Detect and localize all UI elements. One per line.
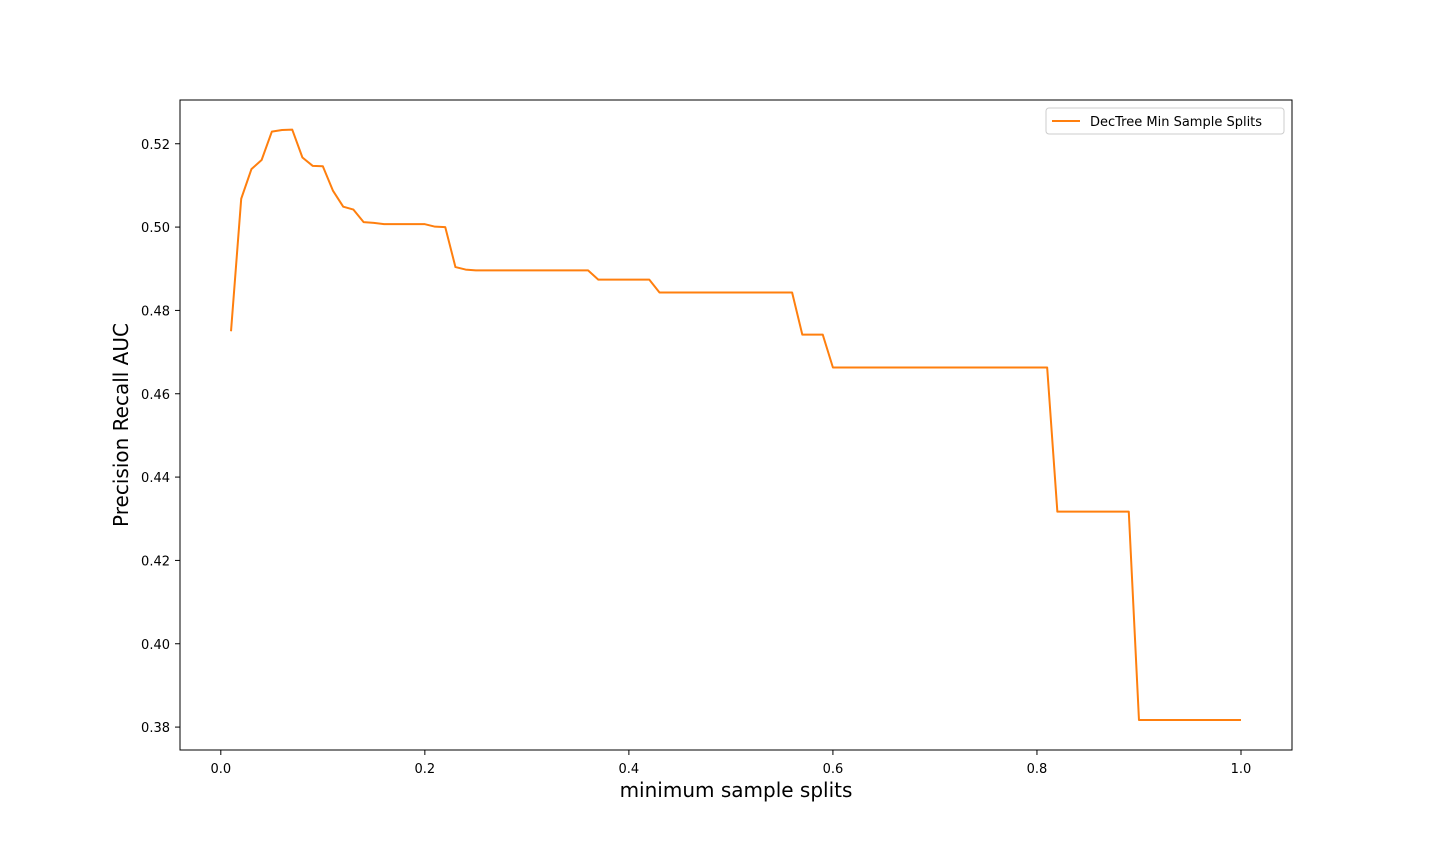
y-axis-ticks: 0.38 0.40 0.42 0.44 0.46 0.48 0.50 0.52 [141, 138, 180, 736]
y-tick-label: 0.44 [141, 471, 170, 486]
x-tick-label: 1.0 [1231, 762, 1252, 777]
y-tick-label: 0.40 [141, 638, 170, 653]
y-tick-label: 0.42 [141, 554, 170, 569]
x-tick-label: 0.6 [823, 762, 844, 777]
x-tick-label: 0.8 [1027, 762, 1048, 777]
y-axis-label: Precision Recall AUC [109, 323, 133, 527]
y-tick-label: 0.46 [141, 388, 170, 403]
y-tick-label: 0.38 [141, 721, 170, 736]
series-line [230, 128, 1241, 721]
legend: DecTree Min Sample Splits [1045, 107, 1285, 135]
x-axis-ticks: 0.0 0.2 0.4 0.6 0.8 1.0 [210, 750, 1251, 777]
y-tick-label: 0.52 [141, 138, 170, 153]
series-group [230, 128, 1241, 721]
x-tick-label: 0.4 [619, 762, 640, 777]
x-tick-label: 0.0 [210, 762, 231, 777]
x-tick-label: 0.2 [415, 762, 436, 777]
legend-box [1045, 107, 1285, 135]
legend-entry: DecTree Min Sample Splits [1090, 115, 1262, 130]
y-tick-label: 0.48 [141, 304, 170, 319]
y-tick-label: 0.50 [141, 221, 170, 236]
x-axis-label: minimum sample splits [620, 778, 853, 802]
plot-frame [179, 99, 1293, 751]
